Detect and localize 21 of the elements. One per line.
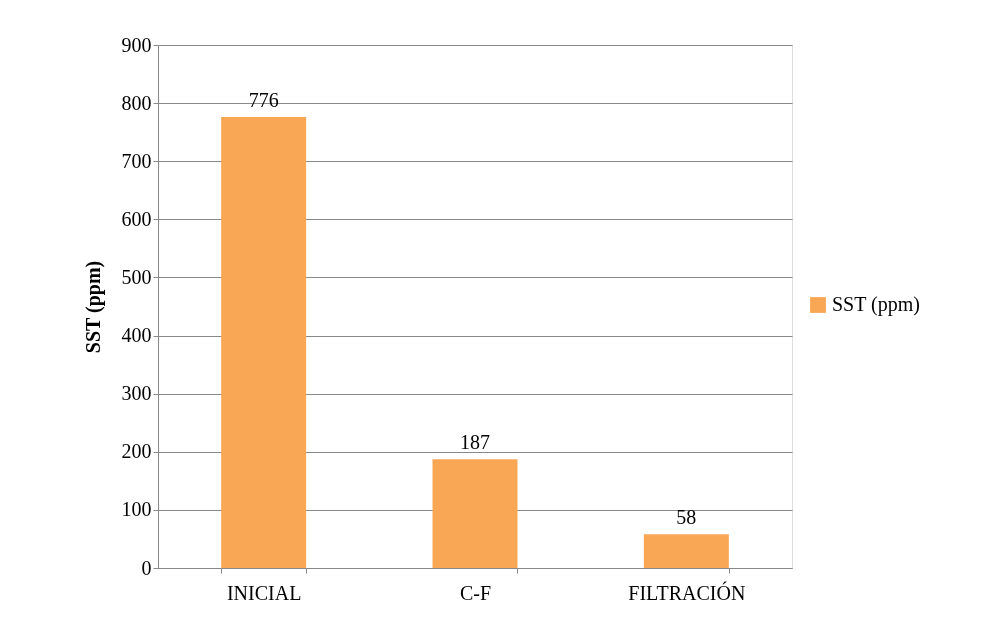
bar bbox=[221, 117, 307, 568]
legend-label: SST (ppm) bbox=[832, 293, 920, 316]
y-tick-label: 200 bbox=[121, 440, 152, 463]
data-label: 58 bbox=[676, 506, 697, 529]
bar bbox=[643, 534, 729, 568]
x-tick-label: FILTRACIÓN bbox=[628, 580, 746, 604]
y-tick-label: 600 bbox=[121, 207, 152, 230]
y-tick-label: 500 bbox=[121, 265, 152, 288]
y-tick-label: 0 bbox=[141, 556, 152, 579]
bar bbox=[432, 459, 518, 568]
x-tick-label: C-F bbox=[459, 581, 492, 604]
data-label: 187 bbox=[460, 431, 490, 454]
y-tick-label: 900 bbox=[121, 33, 152, 56]
y-tick-label: 400 bbox=[121, 324, 152, 347]
data-label: 776 bbox=[248, 89, 279, 112]
y-tick-label: 100 bbox=[121, 498, 152, 521]
y-tick-label: 300 bbox=[121, 382, 152, 405]
y-tick-label: 800 bbox=[121, 91, 152, 114]
x-tick-label: INICIAL bbox=[226, 581, 302, 604]
y-axis-title: SST (ppm) bbox=[81, 260, 105, 354]
y-tick-label: 700 bbox=[121, 149, 152, 172]
